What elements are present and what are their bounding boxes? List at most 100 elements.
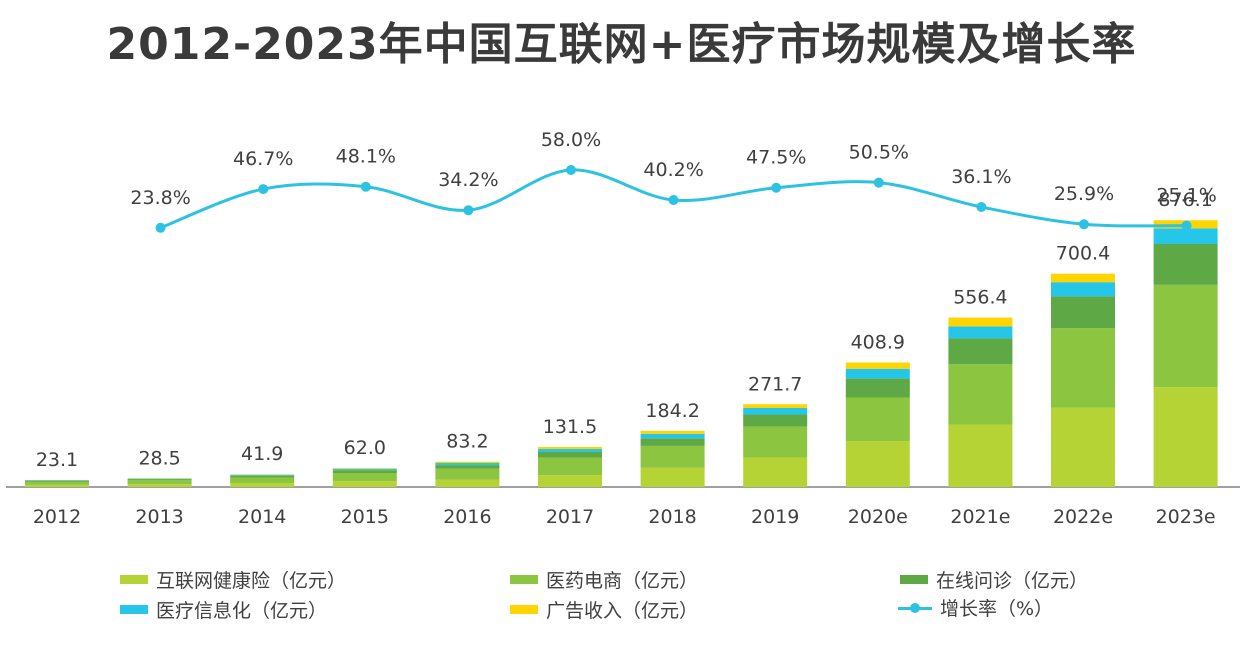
x-tick-label-2023e: 2023e	[1156, 506, 1216, 528]
bar-2015-series-3	[332, 468, 397, 471]
legend-label-medical-it: 医疗信息化（亿元）	[156, 600, 328, 622]
growth-label-2018: 40.2%	[643, 159, 703, 181]
bar-2023e-series-1	[1153, 284, 1218, 388]
legend-item-pharma-ecommerce: 医药电商（亿元）	[510, 566, 698, 593]
growth-point-2015	[360, 181, 371, 192]
growth-point-2022e	[1079, 219, 1089, 230]
legend-swatch-health-insurance	[120, 575, 148, 584]
bar-2012-series-1	[25, 481, 89, 485]
bar-2023e-series-2	[1153, 244, 1218, 285]
x-tick-label-2017: 2017	[546, 506, 594, 528]
x-tick-label-2016: 2016	[443, 506, 491, 528]
growth-label-2013: 23.8%	[130, 187, 190, 209]
bar-2020e-series-0	[845, 441, 910, 487]
bar-2020e-series-2	[845, 378, 910, 398]
legend-swatch-pharma-ecommerce	[510, 575, 538, 584]
bar-2019-series-1	[743, 426, 808, 458]
growth-label-2015: 48.1%	[336, 146, 396, 168]
legend: 互联网健康险（亿元） 医药电商（亿元） 在线问诊（亿元） 医疗信息化（亿元） 广…	[0, 560, 1243, 630]
bar-2021e-series-0	[948, 424, 1013, 487]
growth-point-2023e	[1181, 220, 1192, 231]
bar-2017-series-1	[538, 457, 602, 476]
bar-2016-series-2	[435, 465, 500, 469]
growth-point-2021e	[976, 201, 987, 212]
legend-swatch-growth-rate	[898, 602, 932, 614]
legend-item-online-consultation: 在线问诊（亿元）	[900, 566, 1088, 593]
bar-2012-series-0	[25, 484, 89, 487]
legend-swatch-ad-revenue	[510, 605, 538, 614]
bar-2018-series-2	[640, 438, 705, 446]
bar-2017-series-4	[538, 446, 602, 449]
bar-2014-series-4	[230, 474, 295, 475]
bar-2019-series-2	[743, 414, 808, 427]
bar-2014-series-0	[230, 483, 295, 487]
total-label-2017: 131.5	[543, 416, 597, 438]
bar-2022e-series-0	[1051, 407, 1115, 487]
bar-2018-series-4	[640, 430, 705, 434]
bar-2014-series-2	[230, 475, 295, 478]
growth-point-2013	[155, 222, 166, 233]
bar-2020e-series-1	[845, 397, 910, 442]
bar-2017-series-2	[538, 451, 602, 458]
bar-2015-series-2	[332, 470, 397, 473]
bar-2015-series-1	[332, 472, 397, 482]
legend-item-ad-revenue: 广告收入（亿元）	[510, 596, 698, 623]
growth-label-2023e: 25.1%	[1156, 185, 1216, 207]
bar-2017-series-0	[538, 475, 602, 487]
total-label-2021e: 556.4	[953, 287, 1007, 309]
x-tick-label-2015: 2015	[341, 506, 389, 528]
bar-2022e-series-1	[1051, 328, 1115, 408]
bar-2019-series-3	[743, 407, 808, 415]
growth-point-2016	[463, 205, 474, 216]
bar-2012-series-2	[25, 480, 89, 482]
bar-2020e-series-4	[845, 362, 910, 369]
legend-label-growth-rate: 增长率（%）	[940, 598, 1054, 620]
legend-item-growth-rate: 增长率（%）	[898, 594, 1053, 621]
x-tick-label-2019: 2019	[751, 506, 799, 528]
total-label-2023e: 876.1	[1158, 189, 1212, 211]
legend-item-medical-it: 医疗信息化（亿元）	[120, 596, 327, 623]
legend-label-pharma-ecommerce: 医药电商（亿元）	[546, 570, 699, 592]
bar-2016-series-1	[435, 468, 500, 480]
x-tick-label-2013: 2013	[135, 506, 183, 528]
bar-2019-series-4	[743, 404, 808, 408]
total-label-2014: 41.9	[241, 443, 283, 465]
bar-2013-series-0	[127, 484, 192, 487]
bar-2022e-series-2	[1051, 296, 1115, 329]
total-label-2012: 23.1	[36, 449, 78, 471]
bar-2020e-series-3	[845, 368, 910, 379]
bar-2021e-series-4	[948, 317, 1013, 327]
chart-canvas: 23.1 2012 28.5 2013 41.9 2014 62.0 2015 83.2 2016…	[6, 129, 1240, 528]
x-tick-label-2012: 2012	[33, 506, 81, 528]
bar-2021e-series-1	[948, 364, 1013, 425]
x-tick-label-2014: 2014	[238, 506, 286, 528]
bar-2014-series-1	[230, 477, 295, 484]
bar-2016-series-4	[435, 461, 500, 464]
growth-label-2020e: 50.5%	[849, 142, 909, 164]
growth-label-2022e: 25.9%	[1054, 183, 1114, 205]
growth-point-2020e	[873, 177, 884, 188]
total-label-2020e: 408.9	[851, 331, 905, 353]
growth-label-2017: 58.0%	[541, 129, 601, 151]
bar-2023e-series-3	[1153, 228, 1218, 245]
bar-2022e-series-4	[1051, 273, 1115, 283]
legend-label-ad-revenue: 广告收入（亿元）	[546, 600, 699, 622]
x-tick-label-2022e: 2022e	[1053, 506, 1113, 528]
chart-title: 2012-2023年中国互联网+医疗市场规模及增长率	[106, 19, 1137, 70]
bar-2013-series-1	[127, 480, 192, 485]
bar-2016-series-3	[435, 463, 500, 466]
total-label-2022e: 700.4	[1056, 243, 1110, 265]
bar-2021e-series-3	[948, 326, 1013, 339]
bar-2015-series-4	[332, 468, 397, 469]
legend-swatch-medical-it	[120, 605, 148, 614]
x-tick-label-2018: 2018	[648, 506, 696, 528]
bar-2023e-series-0	[1153, 387, 1218, 487]
growth-point-2014	[258, 184, 269, 195]
bar-2018-series-1	[640, 445, 705, 468]
growth-label-2016: 34.2%	[438, 169, 498, 191]
legend-swatch-online-consultation	[900, 575, 928, 584]
total-label-2016: 83.2	[446, 431, 488, 453]
bar-2016-series-0	[435, 479, 500, 487]
x-tick-label-2021e: 2021e	[950, 506, 1010, 528]
total-label-2013: 28.5	[138, 447, 180, 469]
